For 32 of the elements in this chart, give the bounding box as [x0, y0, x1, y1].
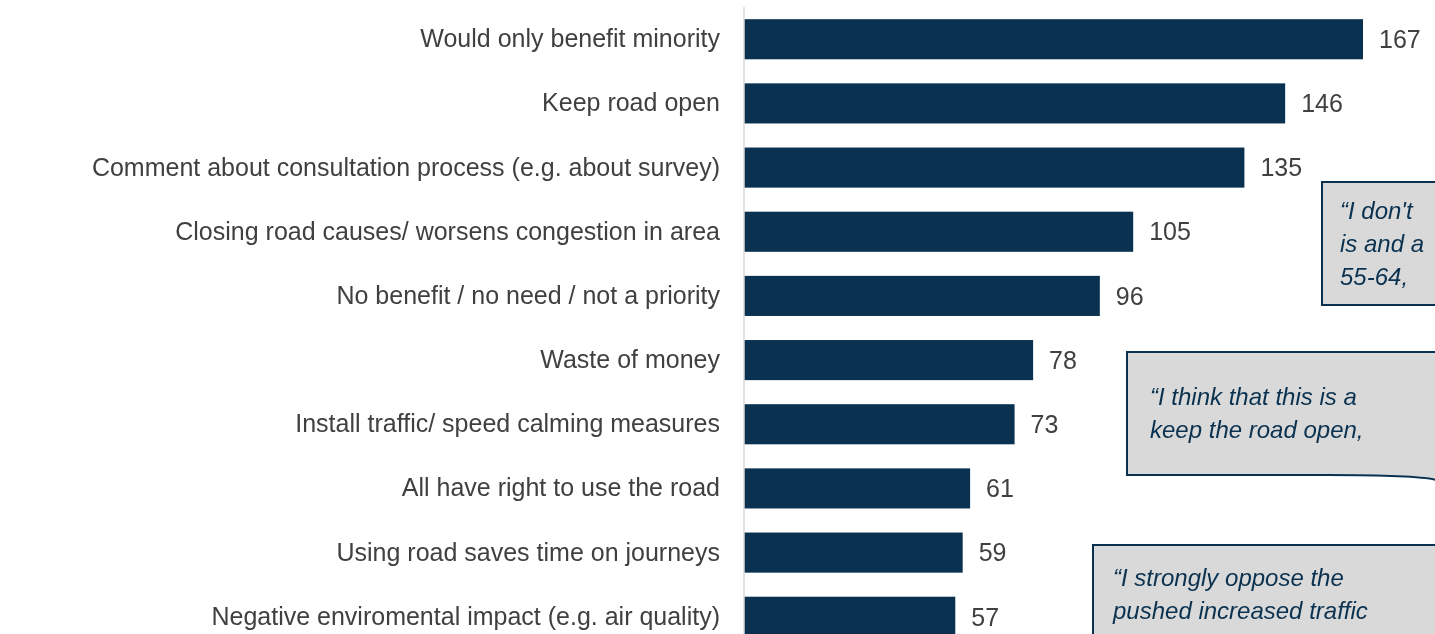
data-label: 59: [978, 538, 1007, 567]
bar: [744, 83, 1286, 124]
y-tick-label: Keep road open: [542, 88, 720, 117]
annotation: “I strongly oppose the pushed increased traffic: [1112, 564, 1368, 624]
bar: [744, 19, 1363, 60]
y-tick-label: Negative enviromental impact (e.g. air quality): [211, 601, 720, 630]
bar: [744, 340, 1034, 381]
data-label: 78: [1049, 345, 1077, 374]
bar: [744, 275, 1100, 316]
y-tick-label: Would only benefit minority: [420, 24, 721, 53]
y-tick-label: No benefit / no need / not a priority: [336, 280, 721, 309]
data-label: 146: [1301, 89, 1343, 118]
data-label: 96: [1115, 281, 1144, 310]
data-label: 167: [1379, 24, 1421, 53]
data-label: 57: [971, 602, 1000, 631]
bar: [744, 211, 1134, 252]
data-label: 105: [1149, 217, 1191, 246]
bar: [744, 404, 1015, 445]
y-tick-label: Using road saves time on journeys: [336, 537, 720, 566]
bar: [744, 147, 1245, 188]
y-tick-label: Install traffic/ speed calming measures: [295, 409, 720, 438]
y-tick-label: All have right to use the road: [401, 473, 720, 502]
y-tick-label: Comment about consultation process (e.g. about survey): [91, 152, 720, 181]
annotation: “I don't is and a 55-64,: [1340, 197, 1425, 290]
y-tick-label: Waste of money: [540, 345, 721, 374]
data-label: 73: [1030, 410, 1059, 438]
annotation: “I think that this is a keep the road open,: [1150, 383, 1364, 443]
data-label: 135: [1260, 153, 1303, 182]
y-tick-label: Closing road causes/ worsens congestion in area: [175, 216, 721, 245]
bar: [744, 468, 971, 509]
data-label: 61: [986, 474, 1014, 503]
bar: [744, 532, 963, 573]
